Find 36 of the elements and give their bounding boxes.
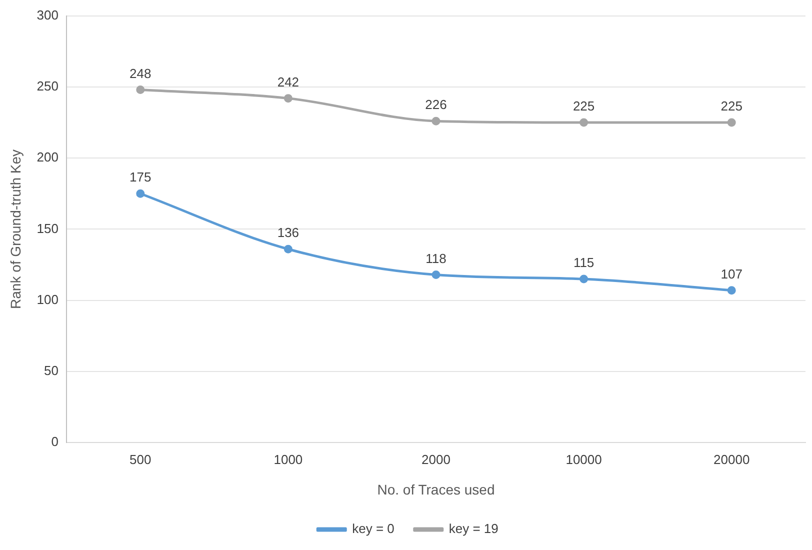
x-tick-label: 500	[130, 452, 152, 467]
data-label: 226	[425, 97, 447, 112]
y-tick-label: 100	[36, 292, 58, 307]
point	[432, 116, 440, 126]
point	[284, 244, 292, 254]
data-label: 225	[572, 98, 595, 114]
y-tick-label: 150	[36, 220, 58, 236]
point	[727, 286, 736, 295]
point	[727, 118, 736, 127]
data-label: 107	[720, 266, 742, 282]
data-label: 118	[426, 250, 446, 266]
x-tick-label: 20000	[714, 452, 750, 467]
y-tick-label: 0	[51, 434, 58, 450]
y-tick-label: 200	[36, 150, 58, 165]
point	[580, 118, 588, 127]
y-tick-label: 300	[36, 7, 58, 22]
y-axis-title: Rank of Ground-truth Key	[7, 149, 24, 309]
data-label: 242	[277, 74, 300, 90]
data-label: 248	[130, 66, 152, 81]
x-axis-title: No. of Traces used	[377, 481, 495, 498]
data-label: 115	[573, 255, 594, 270]
point	[136, 189, 145, 198]
x-tick-label: 10000	[566, 452, 602, 467]
y-tick-label: 250	[36, 78, 58, 94]
x-tick-label: 2000	[422, 452, 450, 467]
x-tick-label: 1000	[274, 452, 303, 467]
data-label: 175	[130, 170, 152, 185]
data-label: 225	[720, 98, 742, 114]
point	[580, 274, 588, 284]
point	[432, 270, 440, 279]
data-label: 136	[277, 225, 300, 240]
point	[284, 94, 292, 103]
legend-label: key = 0	[352, 521, 394, 536]
y-tick-label: 50	[44, 363, 58, 378]
point	[136, 86, 145, 94]
legend-label: key = 19	[448, 521, 498, 536]
